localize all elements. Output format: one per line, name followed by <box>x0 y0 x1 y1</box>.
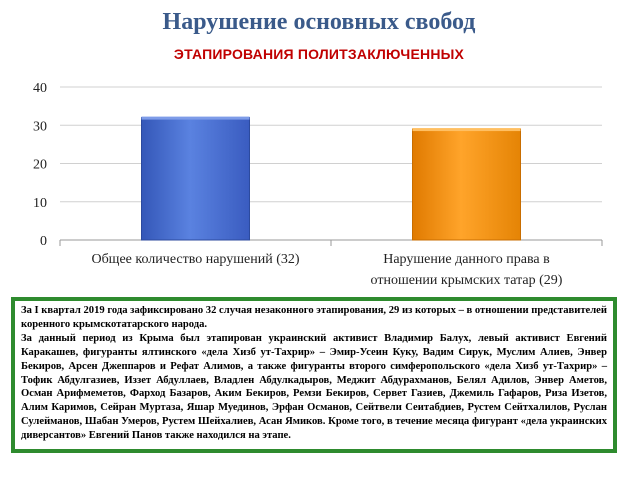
axes <box>59 240 603 246</box>
bar-highlight <box>412 128 521 132</box>
description-textbox: За I квартал 2019 года зафиксировано 32 … <box>11 297 617 453</box>
bar <box>412 128 521 241</box>
x-category-label: Общее количество нарушений (32) <box>91 252 299 267</box>
y-tick-label: 30 <box>33 119 47 134</box>
y-tick-label: 10 <box>33 196 47 211</box>
description-paragraph-2: За данный период из Крыма был этапирован… <box>21 332 607 442</box>
bar-chart-svg: 0 10 20 30 40 Общее количество нарушений (32)… <box>33 81 603 288</box>
chart: ЭТАПИРОВАНИЯ ПОЛИТЗАКЛЮЧЕННЫХ 0 10 20 30 40 О… <box>0 40 638 295</box>
bars <box>141 116 521 241</box>
slide-title: Нарушение основных свобод <box>162 9 476 35</box>
y-tick-label: 0 <box>40 234 47 249</box>
y-tick-label: 40 <box>33 81 47 96</box>
x-category-label-line: Нарушение данного права в <box>383 252 550 267</box>
chart-title: ЭТАПИРОВАНИЯ ПОЛИТЗАКЛЮЧЕННЫХ <box>173 46 465 62</box>
x-category-label-line: Общее количество нарушений (32) <box>91 252 299 267</box>
x-category-label: Нарушение данного права в отношении крымс… <box>371 252 563 288</box>
labels: 0 10 20 30 40 Общее количество нарушений (32)… <box>33 81 563 288</box>
x-category-label-line: отношении крымских татар (29) <box>371 273 563 288</box>
y-tick-label: 20 <box>33 158 47 173</box>
bar-highlight <box>141 116 250 120</box>
bar <box>141 117 250 241</box>
description-paragraph-1: За I квартал 2019 года зафиксировано 32 … <box>21 305 607 330</box>
